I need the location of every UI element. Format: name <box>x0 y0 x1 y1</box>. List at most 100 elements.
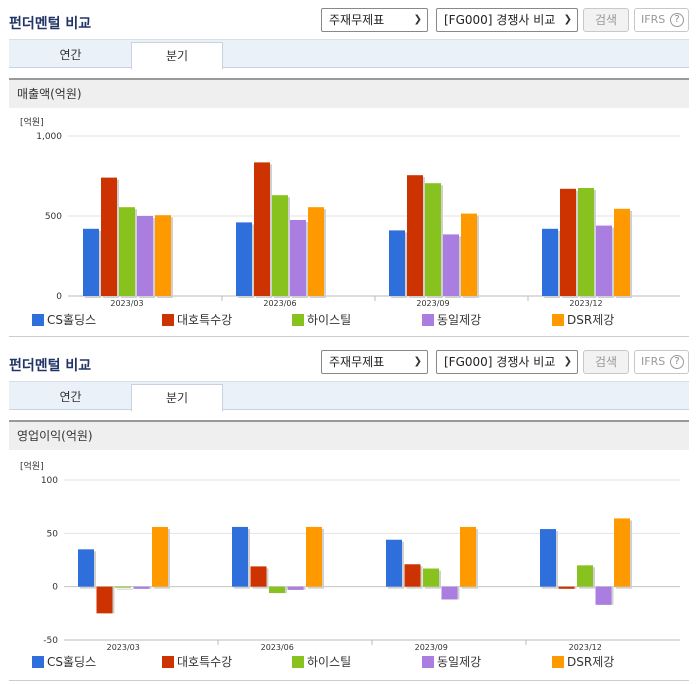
x-tick-label: 2023/09 <box>415 643 448 652</box>
chevron-down-icon: ❯ <box>413 14 422 25</box>
legend-swatch <box>422 656 434 668</box>
bar[interactable] <box>404 564 421 587</box>
unit-label: [억원] <box>20 460 44 472</box>
x-tick-label: 2023/09 <box>416 299 449 308</box>
bar[interactable] <box>595 586 612 605</box>
bar[interactable] <box>596 225 612 296</box>
x-tick-label: 2023/06 <box>263 299 296 308</box>
legend-swatch <box>552 314 564 326</box>
search-button[interactable]: 검색 <box>583 350 629 374</box>
legend-swatch <box>292 656 304 668</box>
legend-label: 하이스틸 <box>307 313 352 327</box>
y-tick-label: 0 <box>56 292 62 302</box>
bar[interactable] <box>389 230 405 296</box>
period-tabs: 연간 분기 <box>9 381 689 412</box>
divider <box>9 336 689 337</box>
search-button[interactable]: 검색 <box>583 8 629 32</box>
fundamental-panel-operating-profit: 펀더멘털 비교 주재무제표 ❯ [FG000] 경쟁사 비교 ❯ 검색 IFRS… <box>0 342 696 684</box>
legend-label: CS홀딩스 <box>47 313 97 327</box>
panel-title: 펀더멘털 비교 <box>9 358 92 374</box>
bar[interactable] <box>460 526 476 587</box>
statement-select-value: 주재무제표 <box>329 355 385 369</box>
bar[interactable] <box>386 539 402 587</box>
legend-label: DSR제강 <box>567 655 615 669</box>
unit-label: [억원] <box>20 116 44 128</box>
tab-annual[interactable]: 연간 <box>59 48 82 62</box>
ifrs-button[interactable]: IFRS ? <box>634 350 689 374</box>
legend-swatch <box>292 314 304 326</box>
tab-quarterly[interactable]: 분기 <box>131 42 223 70</box>
y-tick-label: -50 <box>43 636 58 646</box>
y-tick-label: 0 <box>52 583 58 593</box>
chevron-down-icon: ❯ <box>413 356 422 367</box>
y-tick-label: 1,000 <box>36 132 62 142</box>
ifrs-button[interactable]: IFRS ? <box>634 8 689 32</box>
bar[interactable] <box>577 565 593 587</box>
compare-select[interactable]: [FG000] 경쟁사 비교 ❯ <box>436 350 578 374</box>
bar[interactable] <box>254 162 270 296</box>
bar-shadow <box>117 588 133 590</box>
bar[interactable] <box>461 213 477 296</box>
bar[interactable] <box>540 529 556 587</box>
bar[interactable] <box>614 208 630 296</box>
bar[interactable] <box>287 586 304 590</box>
bar[interactable] <box>290 220 306 296</box>
legend-label: 대호특수강 <box>177 655 233 669</box>
bar[interactable] <box>115 586 131 588</box>
legend-label: 동일제강 <box>437 655 482 669</box>
help-icon[interactable]: ? <box>670 13 684 27</box>
legend-swatch <box>552 656 564 668</box>
bar[interactable] <box>96 586 113 614</box>
tab-quarterly[interactable]: 분기 <box>131 384 223 412</box>
legend-label: 동일제강 <box>437 313 482 327</box>
bar[interactable] <box>308 207 324 296</box>
panel-toolbar: 펀더멘털 비교 주재무제표 ❯ [FG000] 경쟁사 비교 ❯ 검색 IFRS… <box>0 0 696 40</box>
bar[interactable] <box>232 526 248 587</box>
bar[interactable] <box>78 549 94 587</box>
legend-swatch <box>162 656 174 668</box>
bar[interactable] <box>133 586 150 589</box>
ifrs-label: IFRS <box>641 13 666 26</box>
bar[interactable] <box>101 177 117 296</box>
bar[interactable] <box>542 228 558 296</box>
y-tick-label: 500 <box>45 212 62 222</box>
statement-select[interactable]: 주재무제표 ❯ <box>321 350 428 374</box>
ifrs-label: IFRS <box>641 355 666 368</box>
panel-toolbar: 펀더멘털 비교 주재무제표 ❯ [FG000] 경쟁사 비교 ❯ 검색 IFRS… <box>0 342 696 382</box>
bar[interactable] <box>560 188 576 296</box>
legend-label: DSR제강 <box>567 313 615 327</box>
bar[interactable] <box>407 175 423 296</box>
help-icon[interactable]: ? <box>670 355 684 369</box>
bar[interactable] <box>119 207 135 296</box>
statement-select[interactable]: 주재무제표 ❯ <box>321 8 428 32</box>
bar[interactable] <box>236 222 252 296</box>
bar[interactable] <box>423 568 439 587</box>
operating-profit-bar-chart: [억원] -50 0 50 100 2023/03 2023/06 2023/09 2023/1… <box>20 460 680 652</box>
x-tick-label: 2023/03 <box>107 643 140 652</box>
bar[interactable] <box>155 215 171 296</box>
bar[interactable] <box>441 586 458 600</box>
bar[interactable] <box>83 228 99 296</box>
bar[interactable] <box>250 566 267 587</box>
panel-title: 펀더멘털 비교 <box>9 16 92 32</box>
bar[interactable] <box>306 526 322 587</box>
compare-select[interactable]: [FG000] 경쟁사 비교 ❯ <box>436 8 578 32</box>
bar[interactable] <box>425 183 441 296</box>
bar[interactable] <box>443 234 459 296</box>
bar[interactable] <box>578 188 594 296</box>
bar[interactable] <box>614 518 630 587</box>
bar[interactable] <box>137 216 153 296</box>
x-tick-label: 2023/12 <box>569 643 602 652</box>
bar[interactable] <box>269 586 285 594</box>
legend-label: 하이스틸 <box>307 655 352 669</box>
legend-swatch <box>162 314 174 326</box>
bar[interactable] <box>558 586 575 589</box>
divider <box>9 680 689 681</box>
tab-annual[interactable]: 연간 <box>59 390 82 404</box>
bar[interactable] <box>152 526 168 587</box>
x-tick-label: 2023/12 <box>569 299 602 308</box>
legend-swatch <box>422 314 434 326</box>
bar[interactable] <box>272 195 288 296</box>
chevron-down-icon: ❯ <box>563 356 572 367</box>
compare-select-value: [FG000] 경쟁사 비교 <box>444 355 556 369</box>
